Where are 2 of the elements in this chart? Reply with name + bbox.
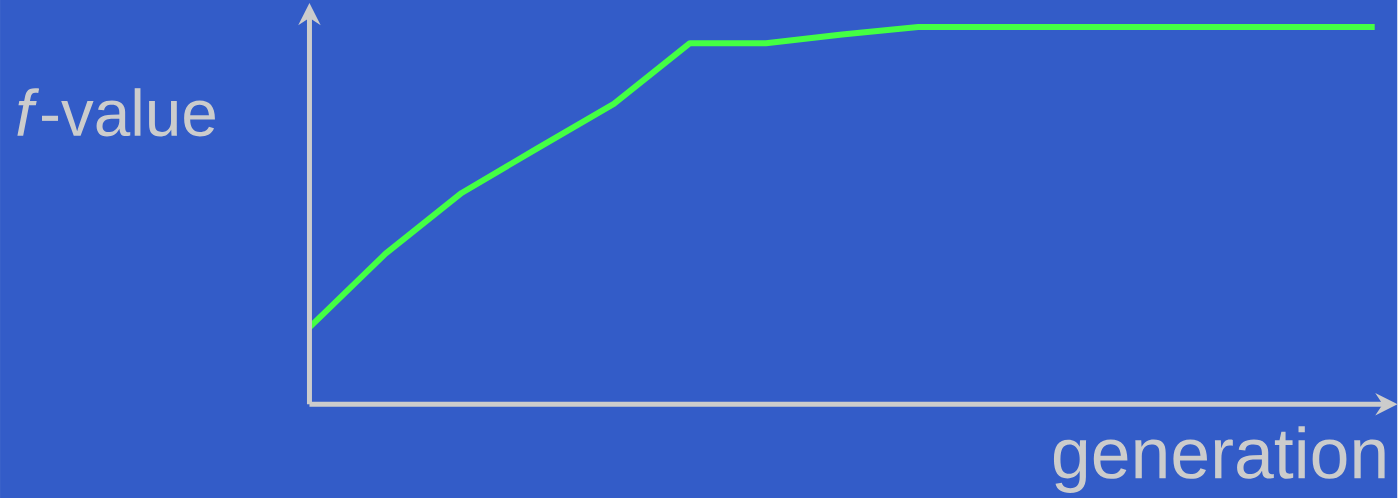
x-axis-title: generation <box>1053 426 1385 493</box>
y-axis-title: f-value <box>17 88 215 137</box>
